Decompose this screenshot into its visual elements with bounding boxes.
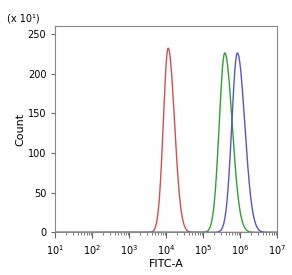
X-axis label: FITC-A: FITC-A [149, 259, 184, 270]
Text: (x 10¹): (x 10¹) [6, 14, 39, 24]
Y-axis label: Count: Count [15, 113, 25, 146]
